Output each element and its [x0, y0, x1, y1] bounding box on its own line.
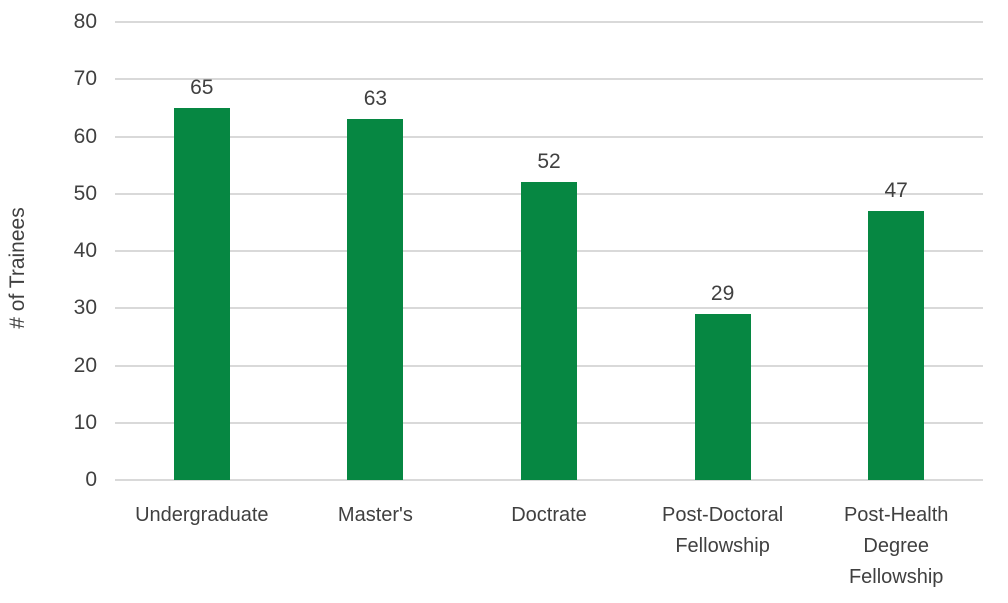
y-tick-label-80: 80 — [73, 10, 97, 33]
bar-value-label-0: 65 — [190, 75, 214, 99]
y-tick-label-30: 30 — [73, 296, 97, 320]
y-tick-label-0: 0 — [85, 468, 97, 491]
bar-3 — [694, 313, 751, 480]
gridline-y-0 — [115, 479, 983, 481]
bar-4 — [868, 210, 925, 480]
y-tick-label-20: 20 — [73, 353, 97, 377]
y-tick-label-50: 50 — [73, 181, 97, 205]
gridline-y-80 — [115, 21, 983, 23]
x-category-label-1: Master's — [337, 504, 413, 526]
bar-value-label-2: 52 — [537, 150, 561, 174]
gridline-y-70 — [115, 78, 983, 81]
y-tick-label-70: 70 — [73, 67, 97, 91]
bar-1 — [347, 119, 404, 480]
x-category-label-0: Undergraduate — [135, 504, 269, 526]
gridline-y-60 — [115, 135, 983, 138]
x-category-label-2: Doctrate — [511, 504, 587, 526]
bar-value-label-3: 29 — [710, 281, 735, 305]
bar-0 — [173, 107, 230, 480]
y-tick-label-10: 10 — [73, 410, 97, 434]
x-category-label-3: Post-Doctoral Fellowship — [662, 504, 784, 557]
bar-2 — [521, 182, 577, 480]
y-tick-label-60: 60 — [73, 124, 97, 148]
bar-value-label-4: 47 — [884, 178, 908, 202]
y-tick-label-40: 40 — [73, 239, 97, 262]
bar-value-label-1: 63 — [363, 87, 388, 111]
x-category-label-4: Post-Health Degree Fellowship — [843, 504, 949, 588]
